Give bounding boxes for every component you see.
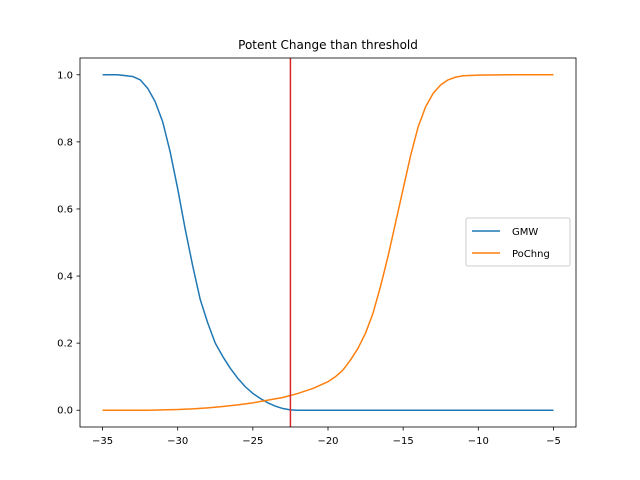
y-tick-label: 0.0: [57, 406, 73, 417]
x-tick-label: −15: [393, 436, 414, 447]
legend: GMW PoChng: [465, 217, 571, 267]
y-tick-label: 0.4: [57, 272, 73, 283]
y-tick-label: 0.8: [57, 137, 73, 148]
y-tick-label: 1.0: [57, 70, 73, 81]
legend-label-pochng: PoChng: [512, 249, 550, 260]
plot-area: [102, 58, 554, 427]
chart-title: Potent Change than threshold: [238, 38, 418, 52]
legend-box: [465, 217, 571, 267]
x-tick-label: −35: [92, 436, 113, 447]
x-tick-label: −10: [468, 436, 489, 447]
axes: −35 −30 −25 −20 −15 −10 −5 0.0 0.2 0.4 0.6 0.8 1.0: [57, 57, 577, 447]
x-tick-label: −5: [546, 436, 561, 447]
x-tick-label: −25: [242, 436, 263, 447]
y-tick-label: 0.2: [57, 339, 73, 350]
legend-label-gmw: GMW: [512, 227, 538, 238]
series-line-gmw: [102, 74, 554, 411]
x-tick-label: −30: [167, 436, 188, 447]
x-tick-label: −20: [317, 436, 338, 447]
y-tick-label: 0.6: [57, 204, 73, 215]
series-line-pochng: [102, 74, 554, 411]
